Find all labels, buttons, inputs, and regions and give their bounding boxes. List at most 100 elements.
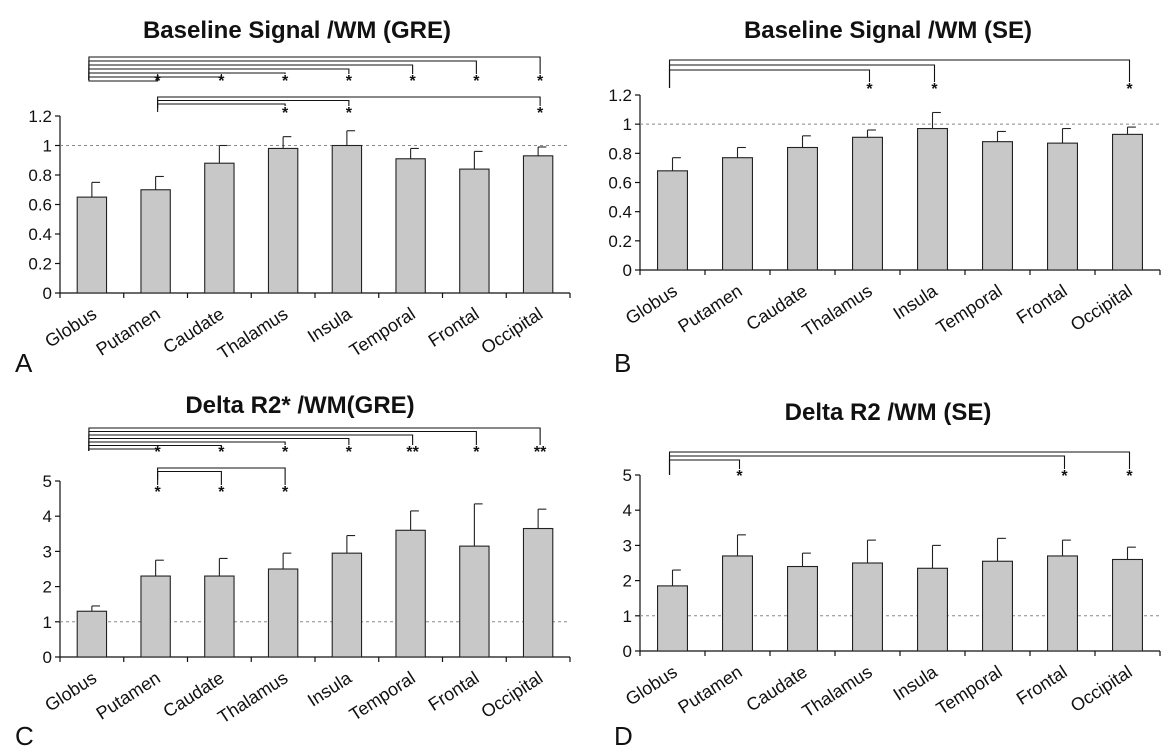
panel-letter: C [15, 721, 34, 749]
category-label: Globus [41, 668, 100, 716]
significance-star: ** [406, 444, 419, 461]
significance-star: * [736, 468, 743, 485]
panel-letter: B [614, 348, 631, 378]
significance-star: * [346, 105, 353, 122]
chart-title: Delta R2* /WM(GRE) [185, 392, 414, 419]
significance-bracket [88, 74, 222, 80]
significance-bracket [88, 445, 159, 451]
significance-star: * [282, 73, 289, 90]
bar [786, 146, 818, 271]
category-label: Occipital [478, 668, 547, 722]
category-label: Insula [889, 280, 941, 323]
significance-star: * [410, 73, 417, 90]
bar [721, 157, 753, 271]
significance-star: * [473, 444, 480, 461]
significance-star: * [1126, 81, 1133, 98]
significance-star: * [155, 444, 162, 461]
bar [1112, 558, 1144, 652]
significance-bracket [668, 455, 1066, 475]
significance-bracket [668, 64, 936, 88]
category-label: Frontal [425, 304, 483, 351]
bar [267, 147, 299, 294]
bar [267, 568, 299, 658]
significance-star: * [282, 105, 289, 122]
bar [656, 170, 688, 271]
significance-star: * [155, 484, 162, 501]
category-label: Thalamus [214, 668, 291, 728]
significance-bracket [88, 441, 286, 451]
y-tick-label: 0.2 [608, 232, 632, 251]
y-tick-label: 1.2 [608, 86, 632, 105]
bar [1112, 133, 1144, 271]
bar [851, 136, 883, 271]
category-label: Thalamus [799, 662, 876, 722]
category-label: Putamen [674, 662, 745, 718]
category-label: Putamen [674, 281, 745, 337]
category-label: Frontal [425, 668, 483, 715]
significance-star: * [282, 444, 289, 461]
category-label: Globus [622, 662, 681, 710]
bar [76, 610, 108, 658]
y-tick-label: 5 [623, 466, 632, 485]
significance-star: * [346, 444, 353, 461]
category-label: Insula [304, 303, 356, 346]
y-tick-label: 0.2 [28, 255, 52, 274]
y-tick-label: 0 [623, 261, 632, 280]
category-label: Occipital [1067, 281, 1136, 335]
category-label: Temporal [933, 281, 1006, 338]
bar [331, 552, 363, 658]
bar [522, 527, 554, 658]
bar [1047, 142, 1079, 271]
significance-star: * [537, 73, 544, 90]
bar [981, 560, 1013, 652]
panel-letter: A [15, 348, 33, 378]
y-tick-label: 1.2 [28, 107, 52, 126]
bar [721, 555, 753, 652]
bar [140, 189, 171, 294]
significance-star: * [931, 81, 938, 98]
y-tick-label: 3 [623, 536, 632, 555]
category-label: Putamen [92, 668, 163, 724]
significance-star: * [282, 484, 289, 501]
bar [916, 567, 948, 652]
y-tick-label: 4 [43, 507, 52, 526]
significance-star: * [218, 484, 225, 501]
category-label: Frontal [1013, 281, 1071, 328]
y-tick-label: 0.6 [28, 196, 52, 215]
significance-bracket [668, 69, 871, 88]
bar [851, 562, 883, 652]
y-tick-label: 2 [623, 572, 632, 591]
category-label: Insula [889, 661, 941, 704]
significance-bracket [88, 444, 222, 451]
y-tick-label: 0 [623, 642, 632, 661]
y-tick-label: 0 [43, 284, 52, 303]
significance-star: * [1061, 468, 1068, 485]
chart-panel-b: Baseline Signal /WM (SE) B 0 0.2 0.4 0.6 0.8 1 1… [608, 17, 1161, 378]
y-tick-label: 5 [43, 472, 52, 491]
significance-bracket [668, 59, 1131, 88]
category-label: Temporal [346, 304, 419, 361]
significance-star: * [218, 73, 225, 90]
category-label: Occipital [478, 304, 547, 358]
significance-star: * [473, 73, 480, 90]
significance-star: ** [534, 444, 547, 461]
category-label: Thalamus [799, 281, 876, 341]
category-label: Frontal [1013, 662, 1071, 709]
significance-bracket [157, 470, 222, 485]
y-tick-label: 1 [623, 607, 632, 626]
category-label: Insula [304, 667, 356, 710]
bar [204, 162, 235, 294]
panel-letter: D [614, 721, 633, 749]
category-label: Temporal [346, 668, 419, 725]
category-label: Occipital [1067, 662, 1136, 716]
bar [395, 529, 426, 658]
y-tick-label: 1 [623, 115, 632, 134]
significance-star: * [537, 105, 544, 122]
chart-panel-d: Delta R2 /WM (SE)D012345GlobusPutamenCau… [614, 399, 1161, 749]
y-tick-label: 3 [43, 542, 52, 561]
y-tick-label: 0.4 [28, 225, 52, 244]
y-tick-label: 1 [43, 613, 52, 632]
bar [331, 144, 363, 294]
bar [1047, 555, 1079, 652]
significance-bracket [668, 459, 741, 475]
